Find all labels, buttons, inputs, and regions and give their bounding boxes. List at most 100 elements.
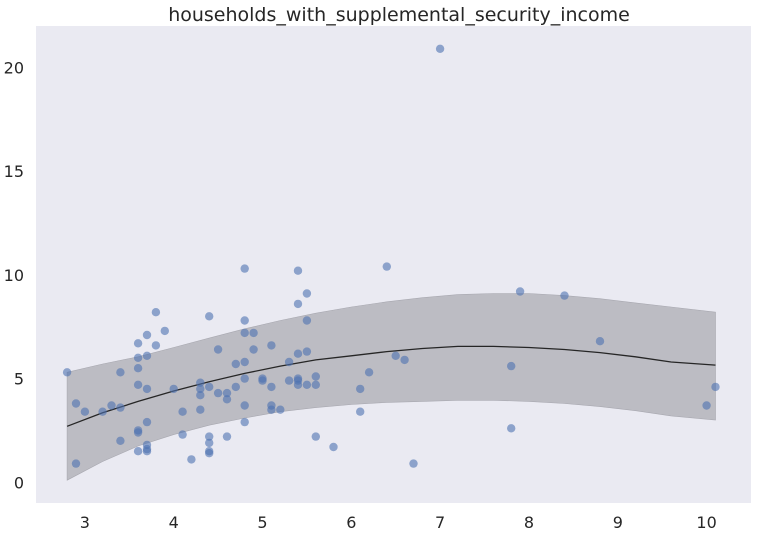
data-point [329, 442, 338, 452]
data-point [151, 308, 161, 317]
data-point [196, 405, 205, 414]
data-point [276, 405, 285, 414]
data-point [382, 262, 391, 271]
confidence-band [66, 293, 716, 481]
data-point [293, 349, 303, 358]
data-point [240, 264, 249, 273]
data-point [213, 388, 223, 398]
y-tick-label: 10 [4, 266, 24, 285]
x-axis-ticks: 3 4 5 6 7 8 9 10 [80, 513, 717, 532]
data-point [293, 380, 303, 389]
x-tick-label: 5 [257, 513, 267, 532]
chart-title: households_with_supplemental_security_in… [168, 4, 630, 26]
data-point [560, 291, 569, 300]
data-point [205, 432, 214, 441]
data-point [98, 407, 107, 416]
data-point [240, 401, 249, 410]
data-point [133, 339, 143, 348]
data-point [213, 345, 223, 354]
data-point [391, 351, 400, 360]
data-point [267, 341, 276, 350]
data-point [116, 368, 125, 377]
data-point [133, 380, 143, 389]
x-tick-label: 9 [613, 513, 623, 532]
data-point [409, 459, 418, 468]
data-point [267, 405, 276, 414]
data-point [142, 384, 152, 394]
data-point [222, 432, 232, 441]
data-point [240, 374, 249, 383]
data-point [302, 316, 312, 325]
data-point [142, 351, 152, 360]
data-point [205, 382, 214, 392]
data-point [249, 328, 258, 338]
data-point [302, 380, 312, 389]
data-point [284, 357, 294, 367]
data-point [169, 384, 178, 394]
data-point [178, 430, 187, 439]
y-axis-ticks: 0 5 10 15 20 [4, 59, 24, 493]
data-point [231, 359, 240, 369]
confidence-band-layer [66, 293, 716, 481]
data-point [293, 266, 303, 275]
data-point [151, 341, 161, 350]
data-point [196, 391, 205, 400]
data-point [133, 428, 143, 437]
data-point [311, 372, 320, 381]
data-point [311, 432, 320, 441]
data-point [71, 459, 81, 468]
data-point [142, 447, 152, 456]
x-tick-label: 10 [696, 513, 716, 532]
x-tick-label: 3 [80, 513, 90, 532]
x-tick-label: 6 [346, 513, 356, 532]
data-point [356, 384, 365, 394]
data-point [302, 347, 312, 356]
data-point [196, 378, 205, 387]
data-point [284, 376, 294, 385]
data-point [240, 316, 249, 325]
data-point [267, 382, 276, 392]
data-point [311, 380, 320, 389]
data-point [71, 399, 81, 408]
data-point [249, 345, 258, 354]
data-point [231, 382, 240, 392]
y-tick-label: 0 [14, 473, 24, 492]
data-point [116, 403, 125, 412]
data-point [80, 407, 90, 416]
data-point [702, 401, 711, 410]
data-point [240, 328, 249, 338]
data-point [62, 368, 72, 377]
data-point [187, 455, 196, 464]
y-tick-label: 5 [14, 370, 24, 389]
data-point [205, 312, 214, 321]
data-point [133, 353, 143, 362]
data-point [133, 364, 143, 373]
data-point [435, 44, 445, 53]
x-tick-label: 7 [435, 513, 445, 532]
data-point [595, 337, 605, 346]
data-point [302, 289, 312, 298]
data-point [160, 326, 169, 336]
data-point [178, 407, 187, 416]
data-point [258, 376, 267, 385]
data-point [222, 388, 232, 398]
data-point [364, 368, 374, 377]
data-point [116, 436, 125, 445]
data-point [240, 417, 249, 427]
scatter-points-layer [62, 44, 720, 468]
data-point [142, 330, 152, 340]
y-tick-label: 15 [4, 162, 24, 181]
data-point [222, 395, 232, 404]
x-tick-label: 8 [524, 513, 534, 532]
data-point [711, 382, 720, 392]
data-point [205, 449, 214, 458]
data-point [142, 417, 152, 427]
data-point [240, 357, 249, 367]
data-point [400, 355, 409, 365]
x-tick-label: 4 [169, 513, 179, 532]
data-point [507, 361, 516, 371]
data-point [293, 299, 303, 309]
data-point [107, 401, 116, 410]
data-point [205, 438, 214, 448]
